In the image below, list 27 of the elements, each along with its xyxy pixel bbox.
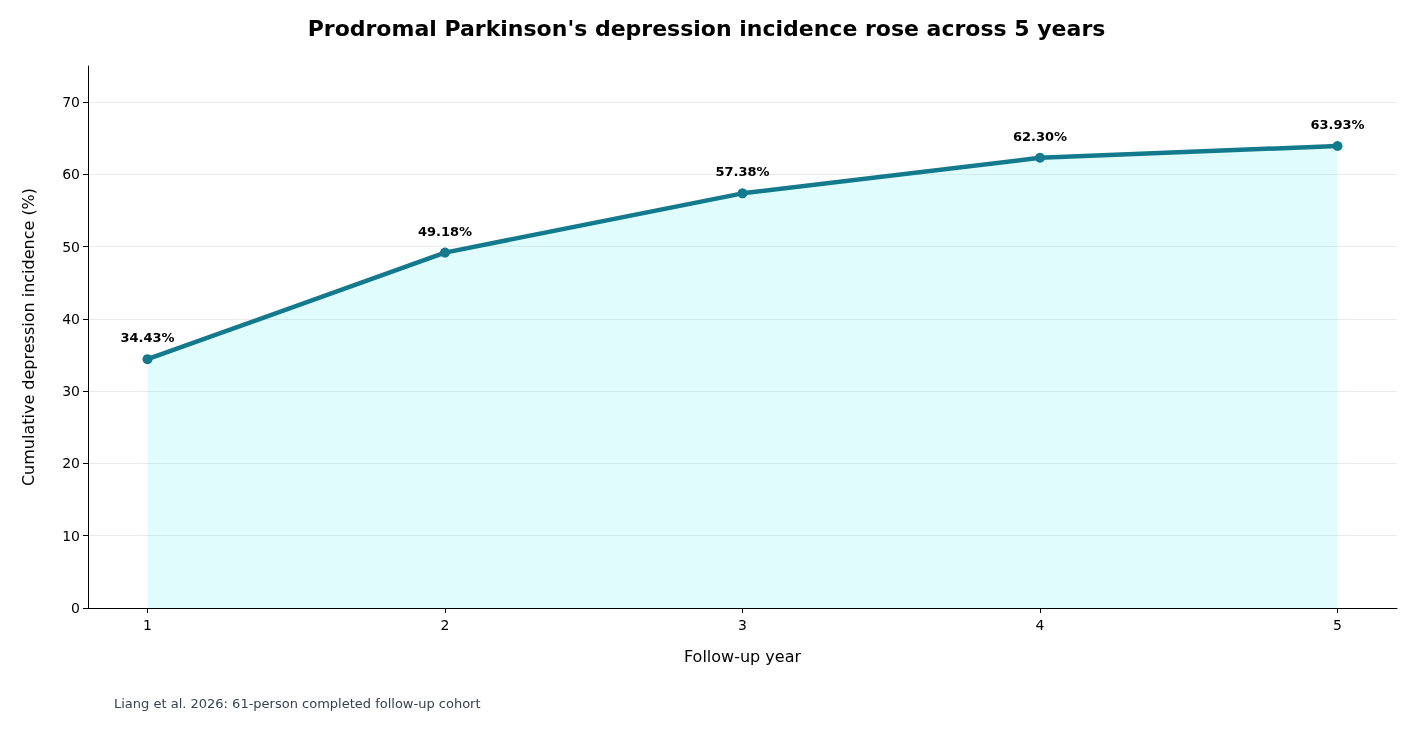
data-label: 63.93% [1310, 117, 1365, 132]
text: Liang et al. 2026: 61-person completed follow-up cohort [114, 696, 481, 711]
data-label: 49.18% [417, 223, 473, 239]
point [1035, 152, 1045, 163]
chart-title: Prodromal Parkinson's depression incidence rose across 5 years [307, 15, 1106, 41]
y-tick-label: 60 [62, 166, 80, 183]
x-tick-label: 2 [440, 617, 450, 633]
y-tick-label: 50 [62, 238, 80, 255]
data-label: 57.38% [715, 164, 770, 180]
y-tick-label: 70 [62, 94, 80, 111]
point [737, 188, 748, 199]
y-tick-label: 40 [62, 310, 80, 327]
x-tick-label: 3 [738, 617, 747, 633]
y-tick-label: 10 [62, 527, 80, 544]
y-axis-title: Cumulative depression incidence (%) [18, 187, 38, 487]
y-tick-label: 30 [62, 383, 80, 400]
data-label: 62.30% [1012, 128, 1068, 144]
x-axis-title: Follow-up year [683, 646, 802, 666]
point [142, 354, 153, 365]
x-tick-label: 5 [1333, 617, 1342, 633]
y-tick-label: 20 [62, 455, 80, 472]
x-tick-label: 1 [143, 617, 152, 633]
y-tick-label: 0 [71, 600, 80, 616]
point [1332, 141, 1343, 151]
x-tick-label: 4 [1035, 617, 1045, 633]
point [440, 247, 450, 258]
data-label: 34.43% [120, 330, 175, 346]
